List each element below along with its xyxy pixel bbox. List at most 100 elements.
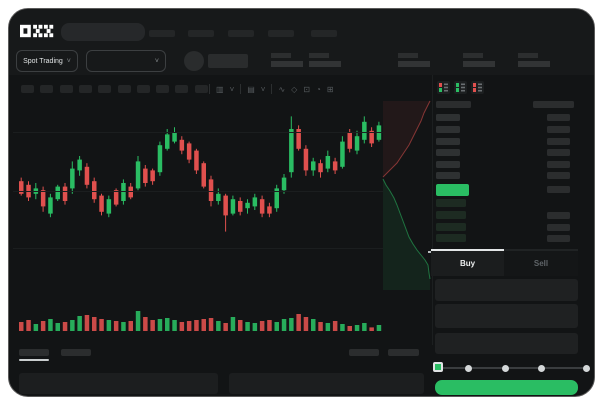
ask-size-placeholder[interactable]	[547, 172, 570, 179]
bottom-action-placeholder[interactable]	[349, 349, 379, 356]
ask-price-placeholder[interactable]	[436, 149, 460, 156]
ask-price-placeholder[interactable]	[436, 161, 460, 168]
amount-slider-track[interactable]	[439, 367, 586, 369]
ask-size-placeholder[interactable]	[547, 138, 570, 145]
slider-stop-dot[interactable]	[464, 364, 472, 372]
price-field-placeholder[interactable]	[435, 279, 578, 301]
stat-value-placeholder	[398, 61, 430, 67]
fullscreen-icon[interactable]: ⊞	[326, 84, 334, 94]
timeframe-button-placeholder[interactable]	[194, 85, 208, 93]
stat-label-placeholder	[518, 53, 538, 58]
amount-field-placeholder[interactable]	[435, 304, 578, 328]
ask-size-placeholder[interactable]	[547, 149, 570, 156]
orderbook-header-placeholder	[533, 101, 574, 108]
stat-value-placeholder	[463, 61, 495, 67]
stat-value-placeholder	[271, 61, 303, 67]
timeframe-button-placeholder[interactable]	[117, 85, 131, 93]
camera-icon[interactable]: ⊡	[303, 84, 311, 94]
timeframe-button-placeholder[interactable]	[98, 85, 112, 93]
gridline	[13, 132, 383, 133]
depth-overlay	[382, 95, 431, 291]
bid-price-placeholder[interactable]	[436, 211, 466, 219]
orderbook-header-placeholder	[436, 101, 471, 108]
timer-icon[interactable]: ◔	[316, 84, 321, 94]
tab-sell[interactable]: Sell	[504, 249, 578, 276]
panel-divider	[432, 75, 433, 345]
market-type-selector[interactable]: Spot Trading ˅	[16, 50, 78, 72]
timeframe-button-placeholder[interactable]	[136, 85, 150, 93]
bid-price-placeholder[interactable]	[436, 234, 466, 242]
stat-label-placeholder	[463, 53, 483, 58]
market-type-label: Spot Trading	[23, 57, 63, 65]
sell-tab-label: Sell	[533, 259, 549, 268]
ask-price-placeholder[interactable]	[436, 138, 460, 145]
timeframe-button-placeholder[interactable]	[78, 85, 92, 93]
stat-label-placeholder	[309, 53, 329, 58]
stat-label-placeholder	[271, 53, 291, 58]
nav-item-placeholder[interactable]	[311, 30, 337, 37]
stat-value-placeholder	[518, 61, 550, 67]
bottom-action-placeholder[interactable]	[388, 349, 419, 356]
active-tab-underline	[19, 359, 49, 361]
bid-size-placeholder[interactable]	[547, 235, 570, 242]
nav-item-placeholder[interactable]	[268, 30, 294, 37]
buy-submit-button[interactable]	[435, 380, 578, 395]
ask-size-placeholder[interactable]	[547, 114, 570, 121]
last-price-bar[interactable]	[436, 184, 469, 196]
ask-price-placeholder[interactable]	[436, 126, 460, 133]
bid-size-placeholder[interactable]	[547, 212, 570, 219]
line-tools-icon[interactable]: ∿	[278, 84, 286, 94]
book-asks-icon[interactable]	[471, 81, 484, 94]
chart-tools: ▥ ˅ ▤ ˅ ∿ ◇ ⊡ ◔ ⊞	[209, 82, 334, 96]
nav-item-placeholder[interactable]	[188, 30, 214, 37]
pair-selector[interactable]: ˅	[86, 50, 166, 72]
total-field-placeholder[interactable]	[435, 333, 578, 354]
gridline	[13, 191, 383, 192]
ask-size-placeholder[interactable]	[547, 161, 570, 168]
chart-style-icon[interactable]: ▥	[216, 84, 224, 94]
book-combined-icon[interactable]	[437, 81, 450, 94]
timeframe-button-placeholder[interactable]	[21, 85, 34, 93]
amount-slider-handle[interactable]	[433, 362, 443, 372]
history-tab-placeholder[interactable]	[61, 349, 91, 356]
ask-size-placeholder[interactable]	[547, 126, 570, 133]
bid-price-placeholder[interactable]	[436, 223, 466, 231]
bid-price-placeholder[interactable]	[436, 199, 466, 207]
nav-item-placeholder[interactable]	[149, 30, 175, 37]
stat-value-placeholder	[309, 61, 341, 67]
slider-stop-dot[interactable]	[582, 364, 590, 372]
toolbar-divider	[271, 84, 273, 94]
book-bids-icon[interactable]	[454, 81, 467, 94]
timeframe-button-placeholder[interactable]	[40, 85, 54, 93]
chevron-down-icon[interactable]: ˅	[229, 84, 235, 94]
bid-size-placeholder[interactable]	[547, 224, 570, 231]
volume-chart	[13, 297, 383, 333]
candlestick-chart[interactable]	[13, 95, 383, 291]
orders-table-placeholder	[19, 373, 218, 394]
ask-price-placeholder[interactable]	[436, 114, 460, 121]
orders-table-placeholder	[229, 373, 424, 394]
slider-stop-dot[interactable]	[501, 364, 509, 372]
indicators-icon[interactable]: ▤	[247, 84, 255, 94]
search-input[interactable]	[61, 23, 145, 41]
chevron-down-icon[interactable]: ˅	[260, 84, 266, 94]
toolbar-divider	[209, 84, 210, 94]
slider-stop-dot[interactable]	[537, 364, 545, 372]
buy-tab-label: Buy	[459, 259, 476, 268]
orderbook-size-placeholder	[547, 186, 570, 193]
pair-name-placeholder	[208, 54, 248, 68]
ask-price-placeholder[interactable]	[436, 172, 460, 179]
timeframe-button-placeholder[interactable]	[59, 85, 73, 93]
coin-icon	[184, 51, 204, 71]
tab-buy[interactable]: Buy	[431, 249, 504, 276]
toolbar-divider	[240, 84, 242, 94]
okx-logo[interactable]	[20, 23, 54, 39]
timeframe-button-placeholder[interactable]	[175, 85, 189, 93]
timeframe-button-placeholder[interactable]	[156, 85, 170, 93]
draw-icon[interactable]: ◇	[291, 84, 298, 94]
nav-item-placeholder[interactable]	[228, 30, 254, 37]
chevron-down-icon: ˅	[66, 57, 71, 65]
chevron-down-icon: ˅	[154, 57, 159, 65]
gridline	[13, 248, 383, 249]
orders-tab-active-placeholder[interactable]	[19, 349, 49, 356]
